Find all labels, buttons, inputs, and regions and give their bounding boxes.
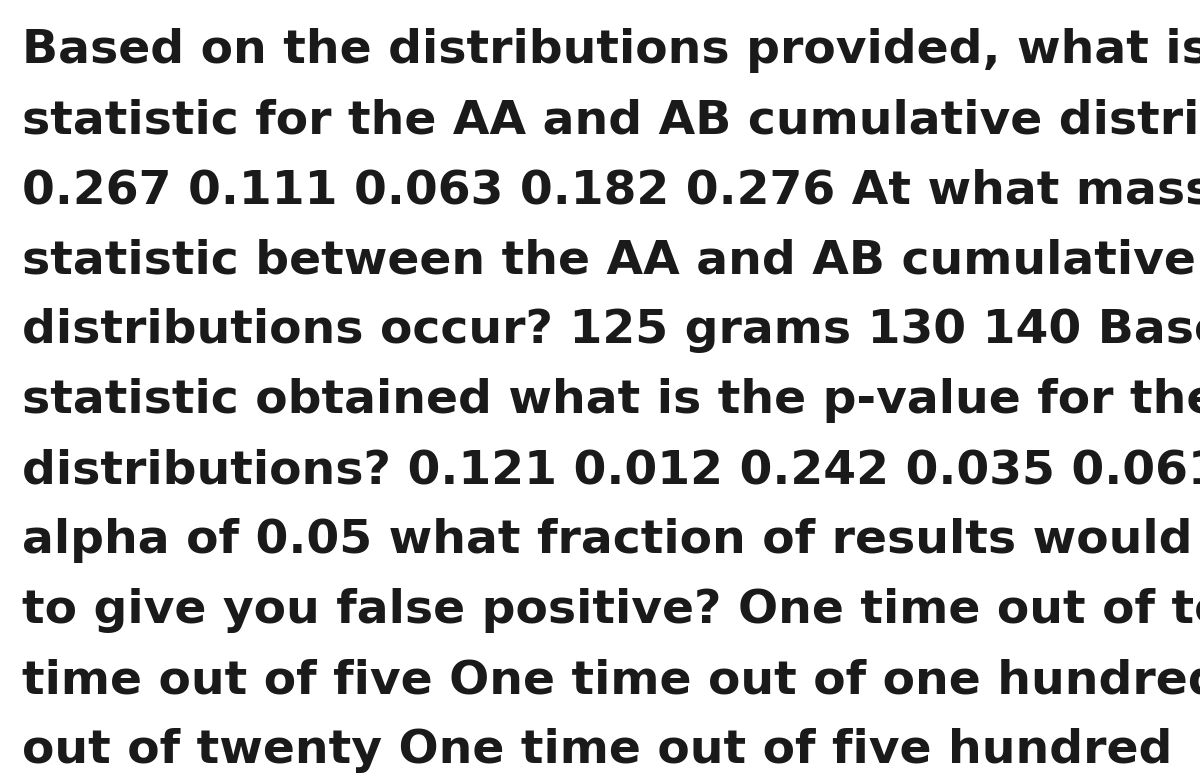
Text: time out of five One time out of one hundred One time: time out of five One time out of one hun… [22,658,1200,703]
Text: statistic for the AA and AB cumulative distribution?: statistic for the AA and AB cumulative d… [22,98,1200,143]
Text: to give you false positive? One time out of ten One: to give you false positive? One time out… [22,588,1200,633]
Text: Based on the distributions provided, what is the D: Based on the distributions provided, wha… [22,28,1200,73]
Text: distributions? 0.121 0.012 0.242 0.035 0.061 With an: distributions? 0.121 0.012 0.242 0.035 0… [22,448,1200,493]
Text: distributions occur? 125 grams 130 140 Based on the D: distributions occur? 125 grams 130 140 B… [22,308,1200,353]
Text: alpha of 0.05 what fraction of results would you expect: alpha of 0.05 what fraction of results w… [22,518,1200,563]
Text: out of twenty One time out of five hundred: out of twenty One time out of five hundr… [22,728,1172,773]
Text: statistic obtained what is the p-value for the AA and AB: statistic obtained what is the p-value f… [22,378,1200,423]
Text: statistic between the AA and AB cumulative: statistic between the AA and AB cumulati… [22,238,1196,283]
Text: 0.267 0.111 0.063 0.182 0.276 At what mass does the D: 0.267 0.111 0.063 0.182 0.276 At what ma… [22,168,1200,213]
